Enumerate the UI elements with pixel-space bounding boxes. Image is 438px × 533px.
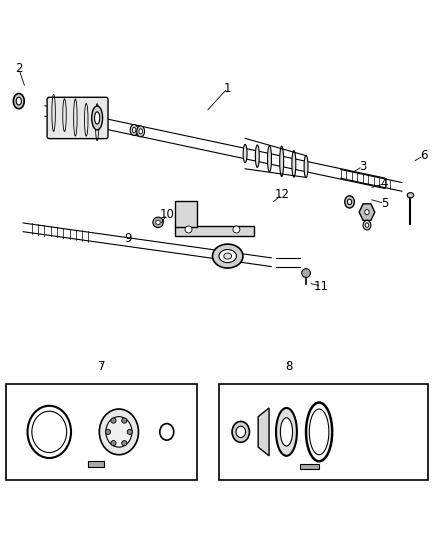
Ellipse shape	[280, 418, 293, 446]
Ellipse shape	[363, 220, 371, 230]
Text: 11: 11	[314, 280, 329, 293]
Circle shape	[233, 226, 240, 233]
Ellipse shape	[347, 199, 352, 205]
Bar	[219, 384, 428, 480]
Text: 2: 2	[15, 62, 22, 75]
Ellipse shape	[219, 249, 237, 263]
Ellipse shape	[345, 196, 354, 208]
Circle shape	[122, 418, 127, 423]
Polygon shape	[359, 204, 375, 221]
Polygon shape	[258, 408, 269, 456]
Bar	[6, 384, 197, 480]
Bar	[176, 201, 197, 228]
Ellipse shape	[95, 112, 100, 124]
Ellipse shape	[106, 417, 132, 447]
Circle shape	[122, 441, 127, 446]
Ellipse shape	[280, 146, 284, 176]
Ellipse shape	[13, 93, 24, 109]
Text: 8: 8	[285, 360, 292, 373]
Ellipse shape	[132, 127, 136, 133]
Circle shape	[111, 418, 116, 423]
Text: 6: 6	[420, 149, 427, 162]
Ellipse shape	[236, 426, 246, 438]
Text: 7: 7	[98, 360, 105, 373]
Ellipse shape	[255, 145, 259, 167]
Text: 10: 10	[159, 208, 174, 221]
Ellipse shape	[276, 408, 297, 456]
Ellipse shape	[139, 129, 142, 134]
Circle shape	[156, 220, 160, 224]
Ellipse shape	[365, 209, 369, 215]
Ellipse shape	[16, 97, 21, 105]
Ellipse shape	[365, 223, 369, 228]
Ellipse shape	[304, 155, 308, 177]
Bar	[300, 464, 319, 469]
Circle shape	[185, 226, 192, 233]
Text: 4: 4	[381, 177, 388, 190]
Text: 3: 3	[359, 160, 366, 173]
Ellipse shape	[212, 244, 243, 268]
Circle shape	[106, 429, 111, 434]
Circle shape	[302, 269, 311, 278]
Ellipse shape	[137, 126, 145, 137]
Text: 9: 9	[124, 232, 131, 245]
Circle shape	[127, 429, 132, 434]
Ellipse shape	[92, 106, 102, 130]
Circle shape	[111, 441, 116, 446]
Circle shape	[153, 217, 163, 228]
Ellipse shape	[243, 144, 247, 163]
Ellipse shape	[224, 253, 232, 259]
Bar	[88, 462, 104, 467]
Ellipse shape	[130, 125, 138, 135]
Ellipse shape	[99, 409, 138, 455]
FancyBboxPatch shape	[47, 98, 108, 139]
Ellipse shape	[407, 192, 414, 198]
Text: 5: 5	[381, 197, 388, 210]
Text: 1: 1	[224, 82, 231, 94]
Ellipse shape	[232, 422, 250, 442]
Ellipse shape	[292, 151, 296, 177]
Ellipse shape	[268, 146, 272, 172]
Bar	[176, 227, 254, 236]
Text: 12: 12	[275, 188, 290, 201]
